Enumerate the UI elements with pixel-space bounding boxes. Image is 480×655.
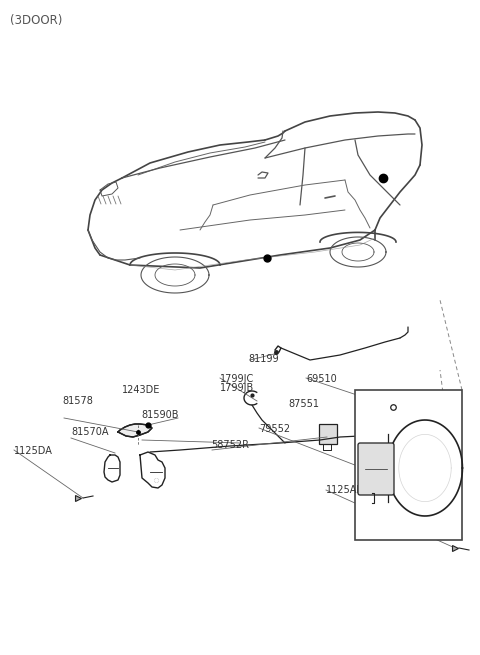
Text: 81578: 81578 bbox=[62, 396, 93, 406]
Text: 87551: 87551 bbox=[288, 399, 319, 409]
Text: 81199: 81199 bbox=[248, 354, 279, 364]
Text: 69510: 69510 bbox=[306, 373, 337, 384]
FancyBboxPatch shape bbox=[358, 443, 394, 495]
Text: 1799JC: 1799JC bbox=[220, 373, 254, 384]
Text: 58752R: 58752R bbox=[211, 440, 249, 451]
Text: 1125DA: 1125DA bbox=[14, 445, 53, 456]
Text: 1799JB: 1799JB bbox=[220, 383, 254, 393]
Bar bbox=[319, 424, 337, 444]
Bar bbox=[355, 390, 462, 540]
Text: 81570A: 81570A bbox=[71, 427, 108, 438]
Text: (3DOOR): (3DOOR) bbox=[10, 14, 62, 27]
Text: 1243DE: 1243DE bbox=[122, 385, 161, 396]
Text: 81590B: 81590B bbox=[142, 410, 179, 421]
Text: 1125AD: 1125AD bbox=[326, 485, 365, 495]
Text: 79552: 79552 bbox=[259, 424, 290, 434]
Polygon shape bbox=[118, 424, 152, 437]
